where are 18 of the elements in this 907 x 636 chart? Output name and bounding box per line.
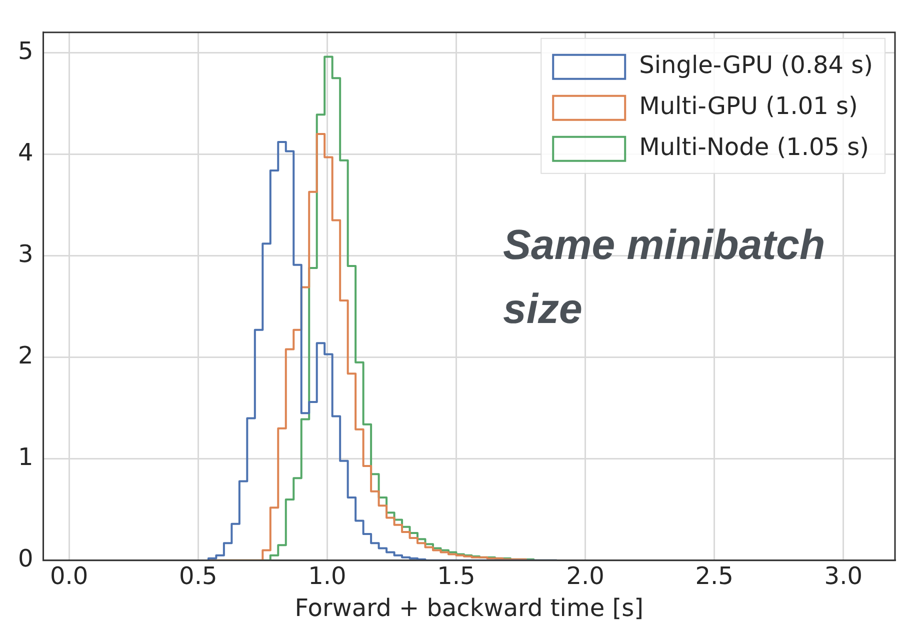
y-tick-label: 2 — [18, 342, 34, 370]
x-tick-label: 2.0 — [566, 562, 604, 590]
annotation: Same minibatch size — [503, 220, 826, 334]
y-tick-label: 4 — [18, 138, 34, 166]
legend-label: Single-GPU (0.84 s) — [639, 51, 874, 80]
legend-label: Multi-GPU (1.01 s) — [639, 92, 858, 120]
x-tick-label: 0.0 — [50, 562, 88, 590]
x-tick-label: 3.0 — [824, 562, 862, 590]
y-tick-label: 3 — [18, 240, 34, 268]
x-tick-label: 1.5 — [437, 562, 476, 590]
y-tick-label: 0 — [18, 544, 34, 573]
legend-label: Multi-Node (1.05 s) — [639, 133, 870, 162]
x-tick-label: 0.5 — [179, 562, 218, 590]
x-axis-title: Forward + backward time [s] — [294, 594, 644, 622]
x-tick-label: 2.5 — [695, 562, 734, 590]
x-tick-label: 1.0 — [308, 562, 346, 590]
y-tick-label: 1 — [18, 443, 34, 472]
y-tick-label: 5 — [18, 36, 34, 65]
